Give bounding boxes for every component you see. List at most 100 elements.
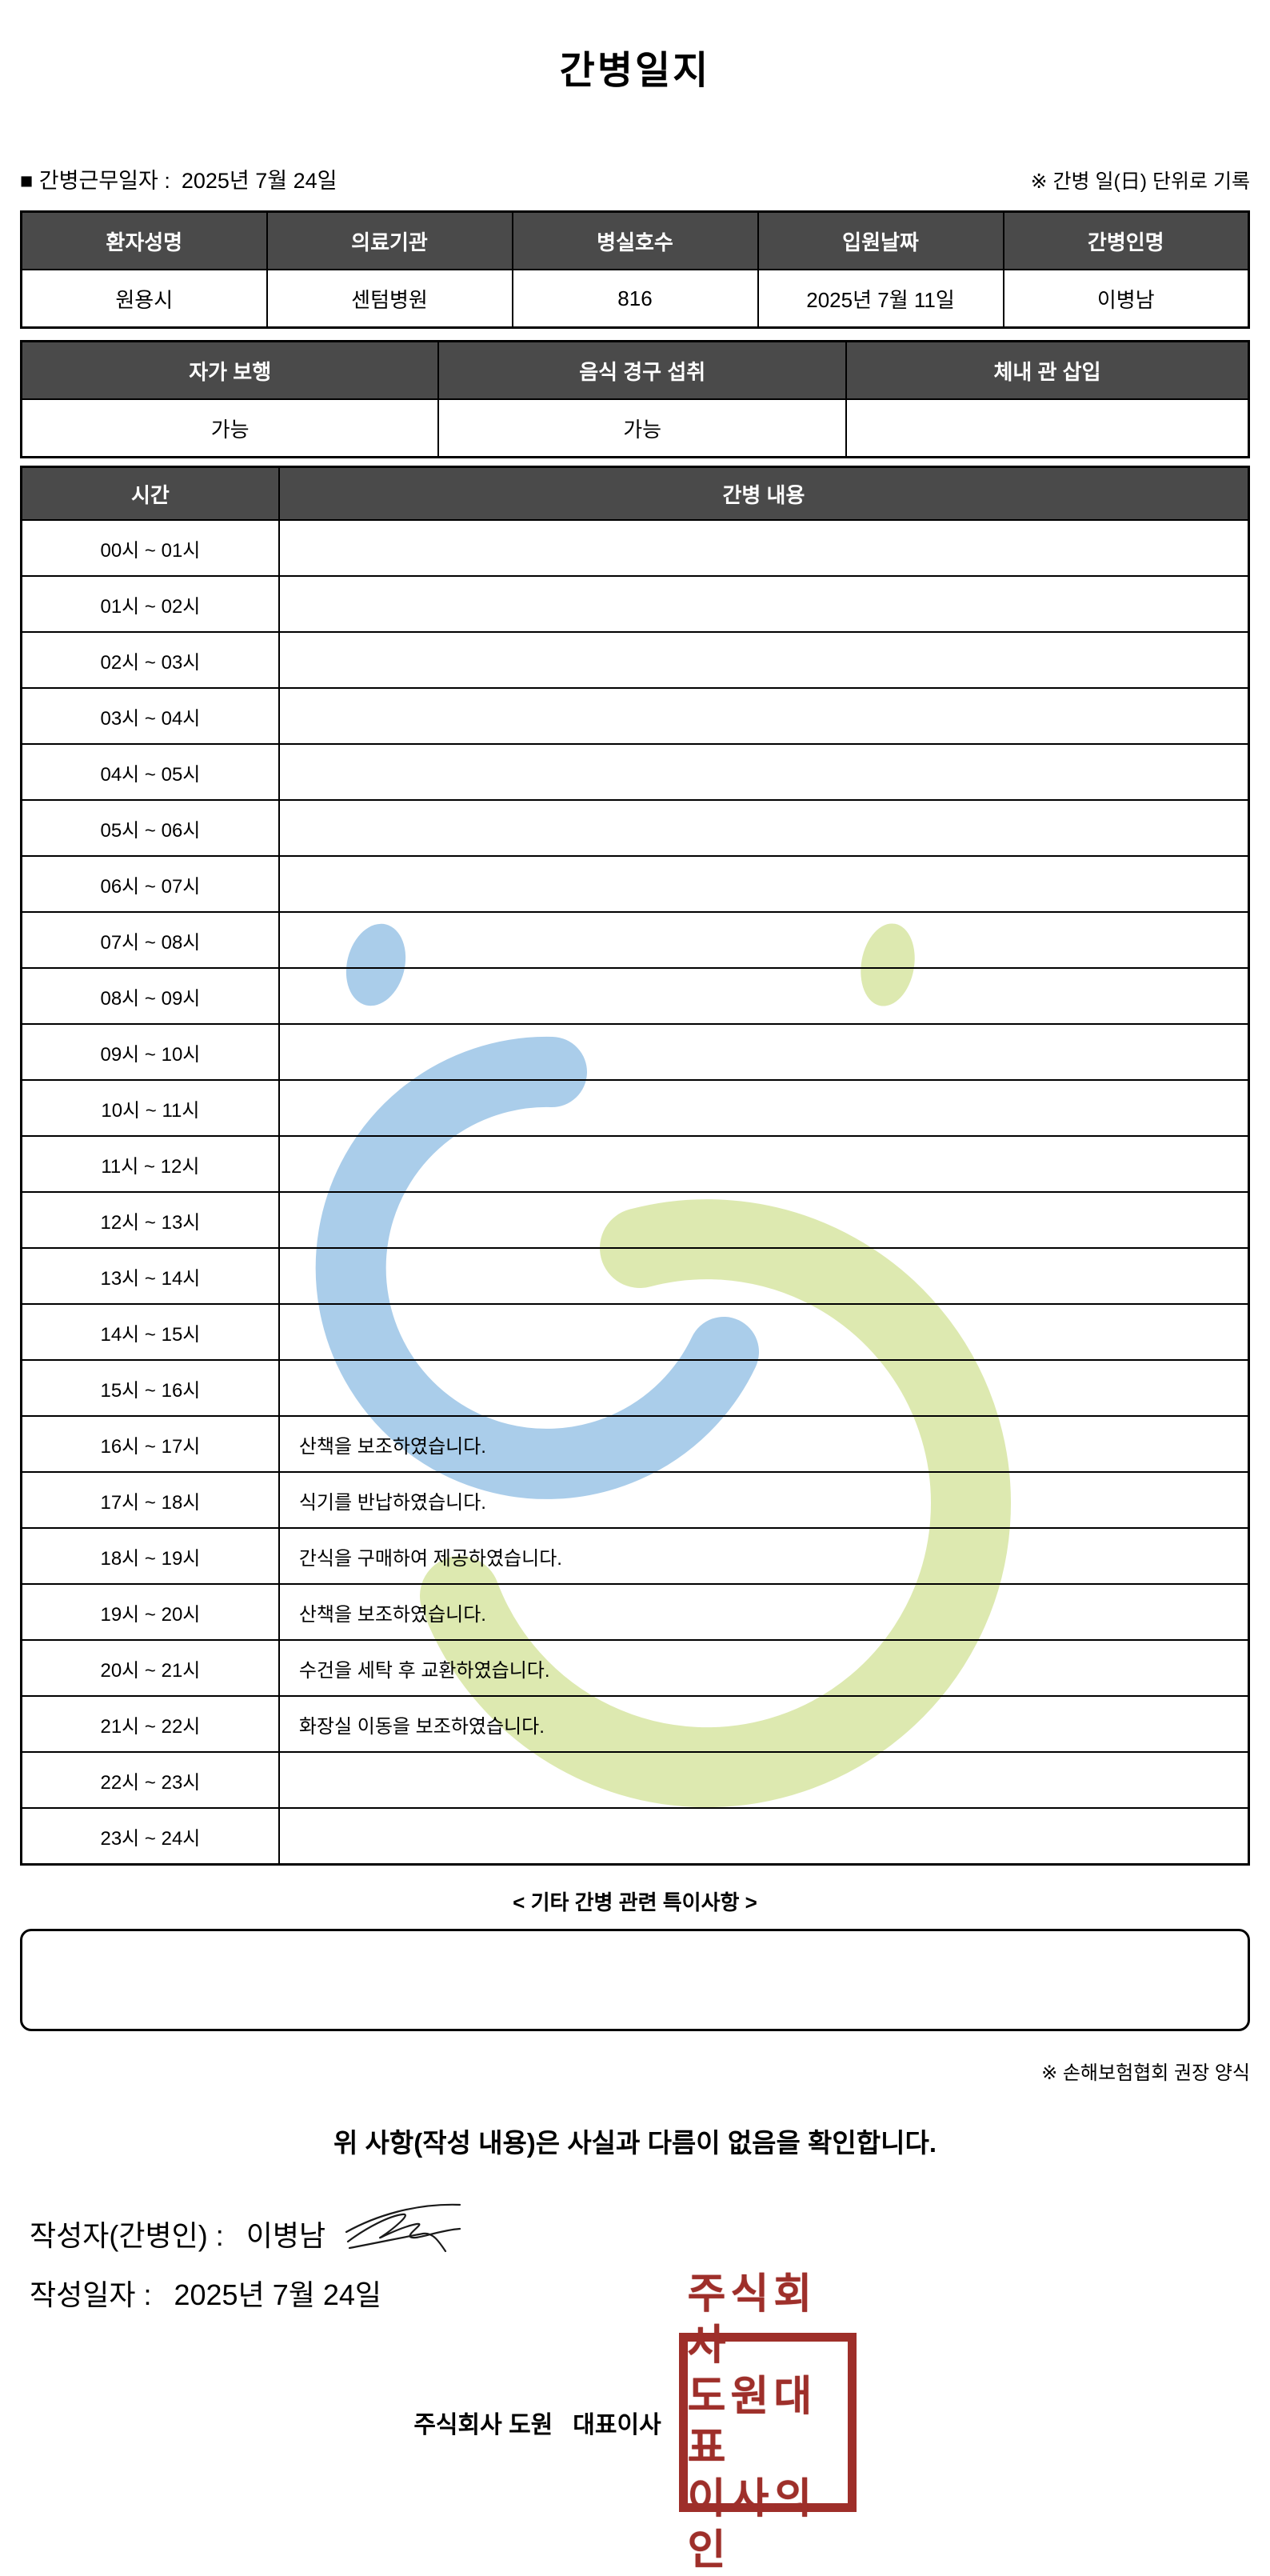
care-time-cell: 07시 ~ 08시 xyxy=(20,911,280,969)
care-time-cell: 05시 ~ 06시 xyxy=(20,799,280,857)
care-row: 03시 ~ 04시 xyxy=(20,687,1250,745)
company-seal-stamp: 주식회사 도원대표 이사의인 xyxy=(678,2271,857,2574)
care-row: 01시 ~ 02시 xyxy=(20,575,1250,633)
header-self-walking: 자가 보행 xyxy=(20,340,440,400)
work-date-line: ■ 간병근무일자 : 2025년 7월 24일 xyxy=(20,163,337,194)
header-care-content: 간병 내용 xyxy=(278,466,1250,521)
care-content-cell xyxy=(278,911,1250,969)
value-oral-intake: 가능 xyxy=(437,398,847,458)
header-hospital: 의료기관 xyxy=(266,210,513,270)
care-content-cell xyxy=(278,1191,1250,1249)
care-row: 14시 ~ 15시 xyxy=(20,1303,1250,1361)
notes-title: < 기타 간병 관련 특이사항 > xyxy=(513,1890,757,1914)
care-time-cell: 18시 ~ 19시 xyxy=(20,1527,280,1585)
care-row: 12시 ~ 13시 xyxy=(20,1191,1250,1249)
care-row: 07시 ~ 08시 xyxy=(20,911,1250,969)
care-time-cell: 06시 ~ 07시 xyxy=(20,855,280,913)
signature-scribble-icon xyxy=(345,2203,461,2253)
value-room-number: 816 xyxy=(511,269,759,329)
care-row: 22시 ~ 23시 xyxy=(20,1751,1250,1809)
care-content-cell xyxy=(278,967,1250,1025)
header-patient-name: 환자성명 xyxy=(20,210,268,270)
care-time-cell: 03시 ~ 04시 xyxy=(20,687,280,745)
writer-name: 이병남 xyxy=(246,2219,326,2252)
care-content-cell xyxy=(278,519,1250,577)
meta-row: ■ 간병근무일자 : 2025년 7월 24일 ※ 간병 일(日) 단위로 기록 xyxy=(20,163,1250,194)
stamp-line: 도원대표 xyxy=(687,2374,817,2471)
care-time-cell: 10시 ~ 11시 xyxy=(20,1079,280,1137)
care-time-cell: 16시 ~ 17시 xyxy=(20,1415,280,1473)
patient-info-table: 환자성명 의료기관 병실호수 입원날짜 간병인명 원용시 센텀병원 816 20… xyxy=(20,210,1250,329)
care-row: 20시 ~ 21시 수건을 세탁 후 교환하였습니다. xyxy=(20,1639,1250,1697)
care-header-row: 시간 간병 내용 xyxy=(20,466,1250,521)
care-row: 19시 ~ 20시 산책을 보조하였습니다. xyxy=(20,1583,1250,1641)
care-row: 18시 ~ 19시 간식을 구매하여 제공하였습니다. xyxy=(20,1527,1250,1585)
care-content-cell: 수건을 세탁 후 교환하였습니다. xyxy=(278,1639,1250,1697)
care-row: 08시 ~ 09시 xyxy=(20,967,1250,1025)
company-row: 주식회사 도원 대표이사 주식회사 도원대표 이사의인 xyxy=(20,2271,1250,2574)
care-log-table: 시간 간병 내용 00시 ~ 01시 01시 ~ 02시 02시 ~ 03시 xyxy=(20,466,1250,1866)
care-content-cell xyxy=(278,1023,1250,1081)
care-content-cell xyxy=(278,1359,1250,1417)
patient-info-value-row: 원용시 센텀병원 816 2025년 7월 11일 이병남 xyxy=(20,269,1250,329)
care-content-cell xyxy=(278,1135,1250,1193)
care-row: 02시 ~ 03시 xyxy=(20,631,1250,689)
care-time-cell: 17시 ~ 18시 xyxy=(20,1471,280,1529)
care-row: 17시 ~ 18시 식기를 반납하였습니다. xyxy=(20,1471,1250,1529)
care-content-cell xyxy=(278,799,1250,857)
value-patient-name: 원용시 xyxy=(20,269,268,329)
care-time-cell: 23시 ~ 24시 xyxy=(20,1807,280,1866)
confirmation-text: 위 사항(작성 내용)은 사실과 다름이 없음을 확인합니다. xyxy=(333,2128,937,2158)
care-time-cell: 01시 ~ 02시 xyxy=(20,575,280,633)
company-line: 주식회사 도원 대표이사 xyxy=(413,2412,661,2438)
patient-info-header-row: 환자성명 의료기관 병실호수 입원날짜 간병인명 xyxy=(20,210,1250,270)
care-content-cell xyxy=(278,1303,1250,1361)
care-row: 11시 ~ 12시 xyxy=(20,1135,1250,1193)
care-time-cell: 11시 ~ 12시 xyxy=(20,1135,280,1193)
care-row: 10시 ~ 11시 xyxy=(20,1079,1250,1137)
form-footnote: ※ 손해보험협회 권장 양식 xyxy=(1041,2062,1250,2084)
care-row: 09시 ~ 10시 xyxy=(20,1023,1250,1081)
notes-box xyxy=(20,1929,1250,2031)
value-caregiver-name: 이병남 xyxy=(1002,269,1250,329)
unit-note: ※ 간병 일(日) 단위로 기록 xyxy=(1030,170,1250,193)
care-time-cell: 14시 ~ 15시 xyxy=(20,1303,280,1361)
care-row: 21시 ~ 22시 화장실 이동을 보조하였습니다. xyxy=(20,1695,1250,1753)
work-date-value: 2025년 7월 24일 xyxy=(181,169,337,193)
care-row: 15시 ~ 16시 xyxy=(20,1359,1250,1417)
care-rows: 00시 ~ 01시 01시 ~ 02시 02시 ~ 03시 03시 ~ 04시 xyxy=(20,519,1250,1866)
care-time-cell: 02시 ~ 03시 xyxy=(20,631,280,689)
care-content-cell xyxy=(278,1079,1250,1137)
care-content-cell xyxy=(278,631,1250,689)
care-time-cell: 19시 ~ 20시 xyxy=(20,1583,280,1641)
header-admission-date: 입원날짜 xyxy=(757,210,1004,270)
date-line: 작성일자 : 2025년 7월 24일 xyxy=(30,2272,1250,2314)
signature-block: 작성자(간병인) : 이병남 작성일자 : 2025년 7월 24일 xyxy=(20,2203,1250,2314)
care-row: 13시 ~ 14시 xyxy=(20,1247,1250,1305)
care-content-cell: 간식을 구매하여 제공하였습니다. xyxy=(278,1527,1250,1585)
care-time-cell: 04시 ~ 05시 xyxy=(20,743,280,801)
writer-line: 작성자(간병인) : 이병남 xyxy=(30,2203,1250,2261)
header-caregiver-name: 간병인명 xyxy=(1002,210,1250,270)
writer-label: 작성자(간병인) : xyxy=(30,2219,224,2252)
header-time: 시간 xyxy=(20,466,280,521)
value-tube-insertion xyxy=(845,398,1250,458)
header-tube-insertion: 체내 관 삽입 xyxy=(845,340,1250,400)
care-time-cell: 15시 ~ 16시 xyxy=(20,1359,280,1417)
care-content-cell xyxy=(278,575,1250,633)
care-content-cell: 화장실 이동을 보조하였습니다. xyxy=(278,1695,1250,1753)
page-title: 간병일지 xyxy=(559,50,711,92)
care-row: 16시 ~ 17시 산책을 보조하였습니다. xyxy=(20,1415,1250,1473)
care-content-cell: 산책을 보조하였습니다. xyxy=(278,1583,1250,1641)
care-time-cell: 00시 ~ 01시 xyxy=(20,519,280,577)
care-content-cell: 산책을 보조하였습니다. xyxy=(278,1415,1250,1473)
care-content-cell xyxy=(278,1807,1250,1866)
care-time-cell: 22시 ~ 23시 xyxy=(20,1751,280,1809)
date-label: 작성일자 : xyxy=(30,2278,152,2311)
care-content-cell xyxy=(278,1751,1250,1809)
care-content-cell xyxy=(278,855,1250,913)
date-value: 2025년 7월 24일 xyxy=(174,2278,381,2311)
patient-status-table: 자가 보행 음식 경구 섭취 체내 관 삽입 가능 가능 xyxy=(20,340,1250,458)
care-time-cell: 09시 ~ 10시 xyxy=(20,1023,280,1081)
